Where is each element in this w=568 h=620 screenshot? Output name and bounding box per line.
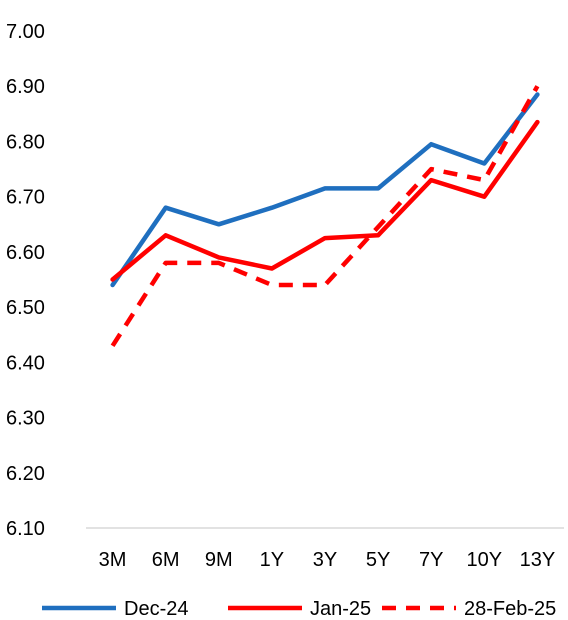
x-tick-label: 6M [152,549,180,571]
y-tick-label: 6.20 [6,463,45,485]
x-tick-label: 13Y [520,549,556,571]
x-tick-label: 9M [205,549,233,571]
y-tick-label: 6.10 [6,518,45,540]
x-tick-label: 10Y [467,549,503,571]
legend-label-0: Dec-24 [124,598,188,620]
y-tick-label: 7.00 [6,21,45,43]
y-tick-label: 6.30 [6,408,45,430]
y-tick-label: 6.60 [6,242,45,264]
y-tick-label: 6.80 [6,131,45,153]
x-tick-label: 7Y [419,549,443,571]
series-line-2 [113,86,538,346]
y-tick-label: 6.90 [6,76,45,98]
x-tick-label: 5Y [366,549,390,571]
series-line-1 [113,122,538,279]
legend-label-1: Jan-25 [310,598,371,620]
x-tick-label: 3Y [313,549,337,571]
legend-label-2: 28-Feb-25 [464,598,556,620]
x-tick-label: 3M [99,549,127,571]
series-line-0 [113,95,538,286]
x-tick-label: 1Y [260,549,284,571]
legend: Dec-24 Jan-25 28-Feb-25 [42,598,556,620]
series-lines [113,86,538,346]
y-tick-label: 6.40 [6,352,45,374]
x-axis-tick-labels: 3M 6M 9M 1Y 3Y 5Y 7Y 10Y 13Y [99,549,556,571]
y-axis-tick-labels: 6.10 6.20 6.30 6.40 6.50 6.60 6.70 6.80 6.90 7.00 [6,21,45,540]
y-tick-label: 6.50 [6,297,45,319]
y-tick-label: 6.70 [6,187,45,209]
